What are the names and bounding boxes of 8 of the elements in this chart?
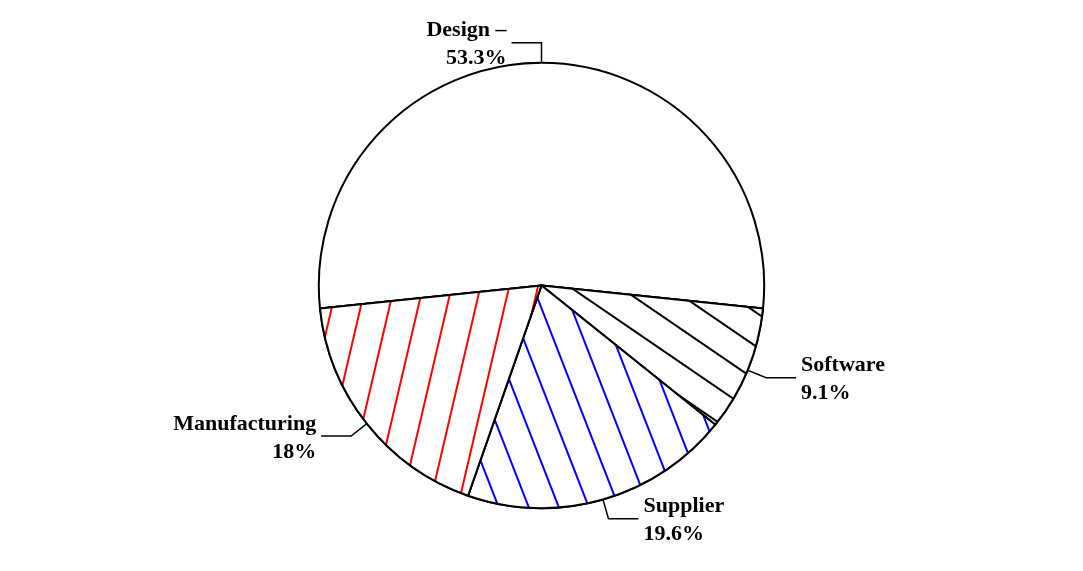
data-label: 9.1% — [801, 379, 851, 405]
data-label: 53.3% — [446, 44, 507, 70]
data-label: 18% — [272, 437, 317, 463]
slice-label: Manufacturing — [173, 409, 317, 435]
slice-label: Software — [801, 351, 886, 377]
data-label: 19.6% — [643, 520, 704, 546]
slice-label: Supplier — [643, 492, 725, 518]
slice-label: Design – — [426, 16, 508, 42]
